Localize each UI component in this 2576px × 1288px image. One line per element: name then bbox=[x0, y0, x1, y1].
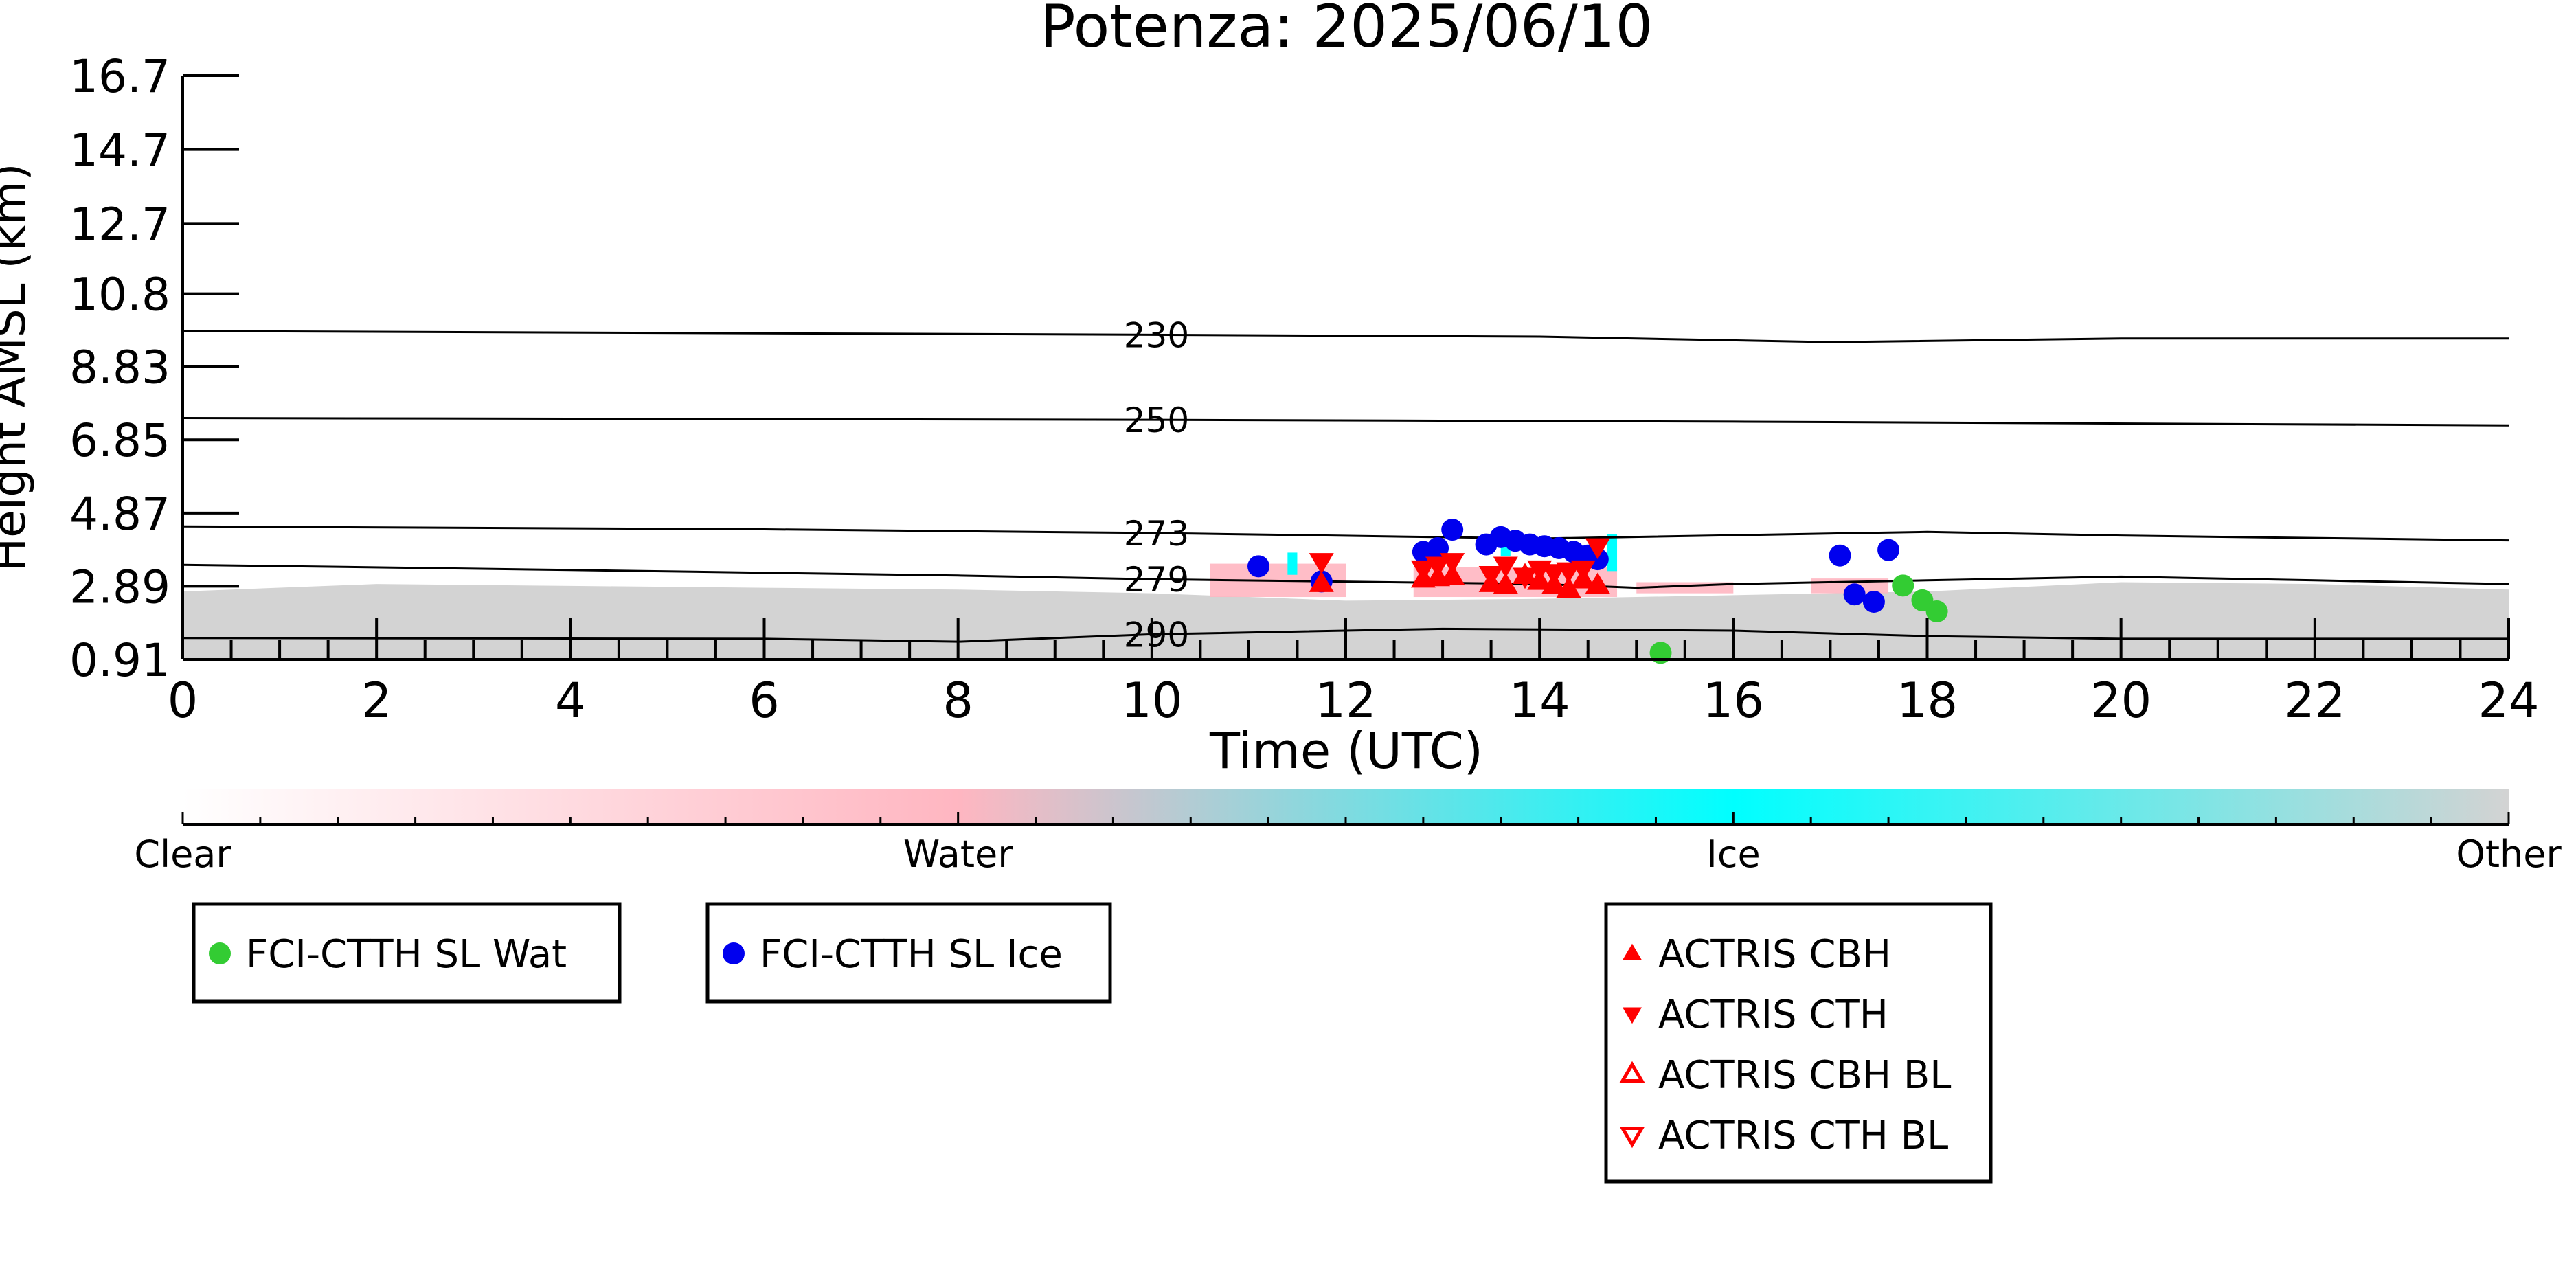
legend-marker bbox=[1619, 1126, 1645, 1149]
y-tick-label: 2.89 bbox=[69, 561, 170, 613]
legend-label: FCI-CTTH SL Wat bbox=[246, 932, 567, 977]
series-fci-ctth-sl-ice bbox=[1247, 519, 1900, 613]
data-point bbox=[1247, 555, 1270, 578]
x-tick-label: 16 bbox=[1703, 673, 1764, 729]
data-point bbox=[1556, 562, 1581, 584]
x-tick-label: 18 bbox=[1897, 673, 1958, 729]
series-actris-cth bbox=[1309, 538, 1610, 589]
y-tick-label: 12.7 bbox=[69, 198, 170, 251]
data-point bbox=[1513, 567, 1538, 589]
legend-marker bbox=[1619, 1061, 1645, 1083]
y-tick-label: 14.7 bbox=[69, 124, 170, 177]
data-point bbox=[1556, 576, 1581, 598]
data-point bbox=[1440, 553, 1465, 574]
x-tick-label: 2 bbox=[361, 673, 392, 729]
colorbar: Clear Water Ice Other bbox=[134, 789, 2562, 876]
data-point bbox=[1478, 565, 1504, 587]
colorbar-label: Clear bbox=[134, 833, 231, 876]
legend-marker bbox=[1623, 1007, 1642, 1024]
y-axis-label: Height AMSL (km) bbox=[0, 163, 36, 572]
legend-label: ACTRIS CTH bbox=[1658, 993, 1888, 1037]
ice-cloud-region bbox=[1287, 552, 1298, 575]
legend-box-1: FCI-CTTH SL Wat bbox=[192, 902, 622, 1004]
x-tick-label: 12 bbox=[1315, 673, 1376, 729]
data-point bbox=[1541, 564, 1567, 585]
chart-title: Potenza: 2025/06/10 bbox=[1040, 0, 1653, 61]
data-point bbox=[1829, 544, 1851, 567]
legend-frame bbox=[705, 902, 1112, 1004]
colorbar-label: Ice bbox=[1706, 833, 1761, 876]
data-point bbox=[1585, 538, 1610, 560]
ice-cloud-region bbox=[1607, 534, 1618, 572]
legend-marker bbox=[209, 942, 231, 964]
legends: FCI-CTTH SL Wat FCI-CTTH SL Ice ACTRIS CBH… bbox=[192, 902, 1993, 1184]
x-tick-label: 22 bbox=[2284, 673, 2345, 729]
y-tick-label: 4.87 bbox=[69, 488, 170, 541]
legend-box-3: ACTRIS CBH ACTRIS CTH ACTRIS CBH BL ACTRIS … bbox=[1604, 902, 1993, 1184]
contour-line-250 bbox=[183, 416, 2509, 427]
colorbar-label: Water bbox=[903, 833, 1013, 876]
data-point bbox=[1493, 572, 1518, 594]
x-tick-label: 4 bbox=[555, 673, 586, 729]
data-point bbox=[1309, 553, 1334, 574]
contour-line-290 bbox=[183, 627, 2509, 643]
x-tick-label: 10 bbox=[1121, 673, 1182, 729]
y-tick-label: 0.91 bbox=[69, 634, 170, 687]
legend-marker bbox=[723, 942, 745, 964]
data-point bbox=[1585, 572, 1610, 594]
contour-line-279 bbox=[183, 563, 2509, 589]
y-tick-label: 16.7 bbox=[69, 50, 170, 103]
legend-box-2: FCI-CTTH SL Ice bbox=[705, 902, 1112, 1004]
data-point bbox=[1843, 583, 1866, 606]
data-point bbox=[1410, 560, 1436, 582]
legend-label: ACTRIS CBH BL bbox=[1658, 1053, 1951, 1098]
legend-label: ACTRIS CTH BL bbox=[1658, 1114, 1948, 1158]
data-point bbox=[1440, 563, 1465, 585]
y-tick-label: 10.8 bbox=[69, 269, 170, 321]
data-point bbox=[1425, 556, 1451, 578]
contour-label-273: 273 bbox=[1124, 514, 1189, 554]
x-tick-label: 0 bbox=[168, 673, 199, 729]
x-tick-label: 20 bbox=[2090, 673, 2151, 729]
x-tick-label: 24 bbox=[2478, 673, 2539, 729]
contour-line-273 bbox=[183, 525, 2509, 542]
data-point bbox=[1309, 571, 1334, 592]
contour-label-250: 250 bbox=[1124, 400, 1189, 440]
contour-line-230 bbox=[183, 330, 2509, 343]
data-point bbox=[1862, 591, 1885, 613]
data-point bbox=[1892, 574, 1914, 597]
colorbar-label: Other bbox=[2456, 833, 2562, 876]
x-tick-label: 14 bbox=[1509, 673, 1570, 729]
y-tick-label: 8.83 bbox=[69, 341, 170, 394]
data-point bbox=[1570, 560, 1596, 582]
data-point bbox=[1925, 600, 1948, 623]
legend-label: FCI-CTTH SL Ice bbox=[760, 932, 1063, 977]
legend-label: ACTRIS CBH bbox=[1658, 932, 1891, 977]
data-point bbox=[1877, 539, 1900, 561]
legend-frame bbox=[1604, 902, 1993, 1184]
contour-label-279: 279 bbox=[1124, 560, 1189, 600]
legend-frame bbox=[192, 902, 622, 1004]
data-point bbox=[1493, 556, 1518, 578]
contour-label-290: 290 bbox=[1124, 615, 1189, 655]
legend-marker bbox=[1623, 943, 1642, 960]
data-markers bbox=[1247, 519, 1948, 664]
y-tick-label: 6.85 bbox=[69, 414, 170, 467]
x-tick-label: 6 bbox=[749, 673, 780, 729]
x-tick-label: 8 bbox=[942, 673, 973, 729]
data-point bbox=[1441, 519, 1464, 541]
x-axis-label: Time (UTC) bbox=[1209, 722, 1483, 780]
contour-label-230: 230 bbox=[1124, 315, 1189, 355]
